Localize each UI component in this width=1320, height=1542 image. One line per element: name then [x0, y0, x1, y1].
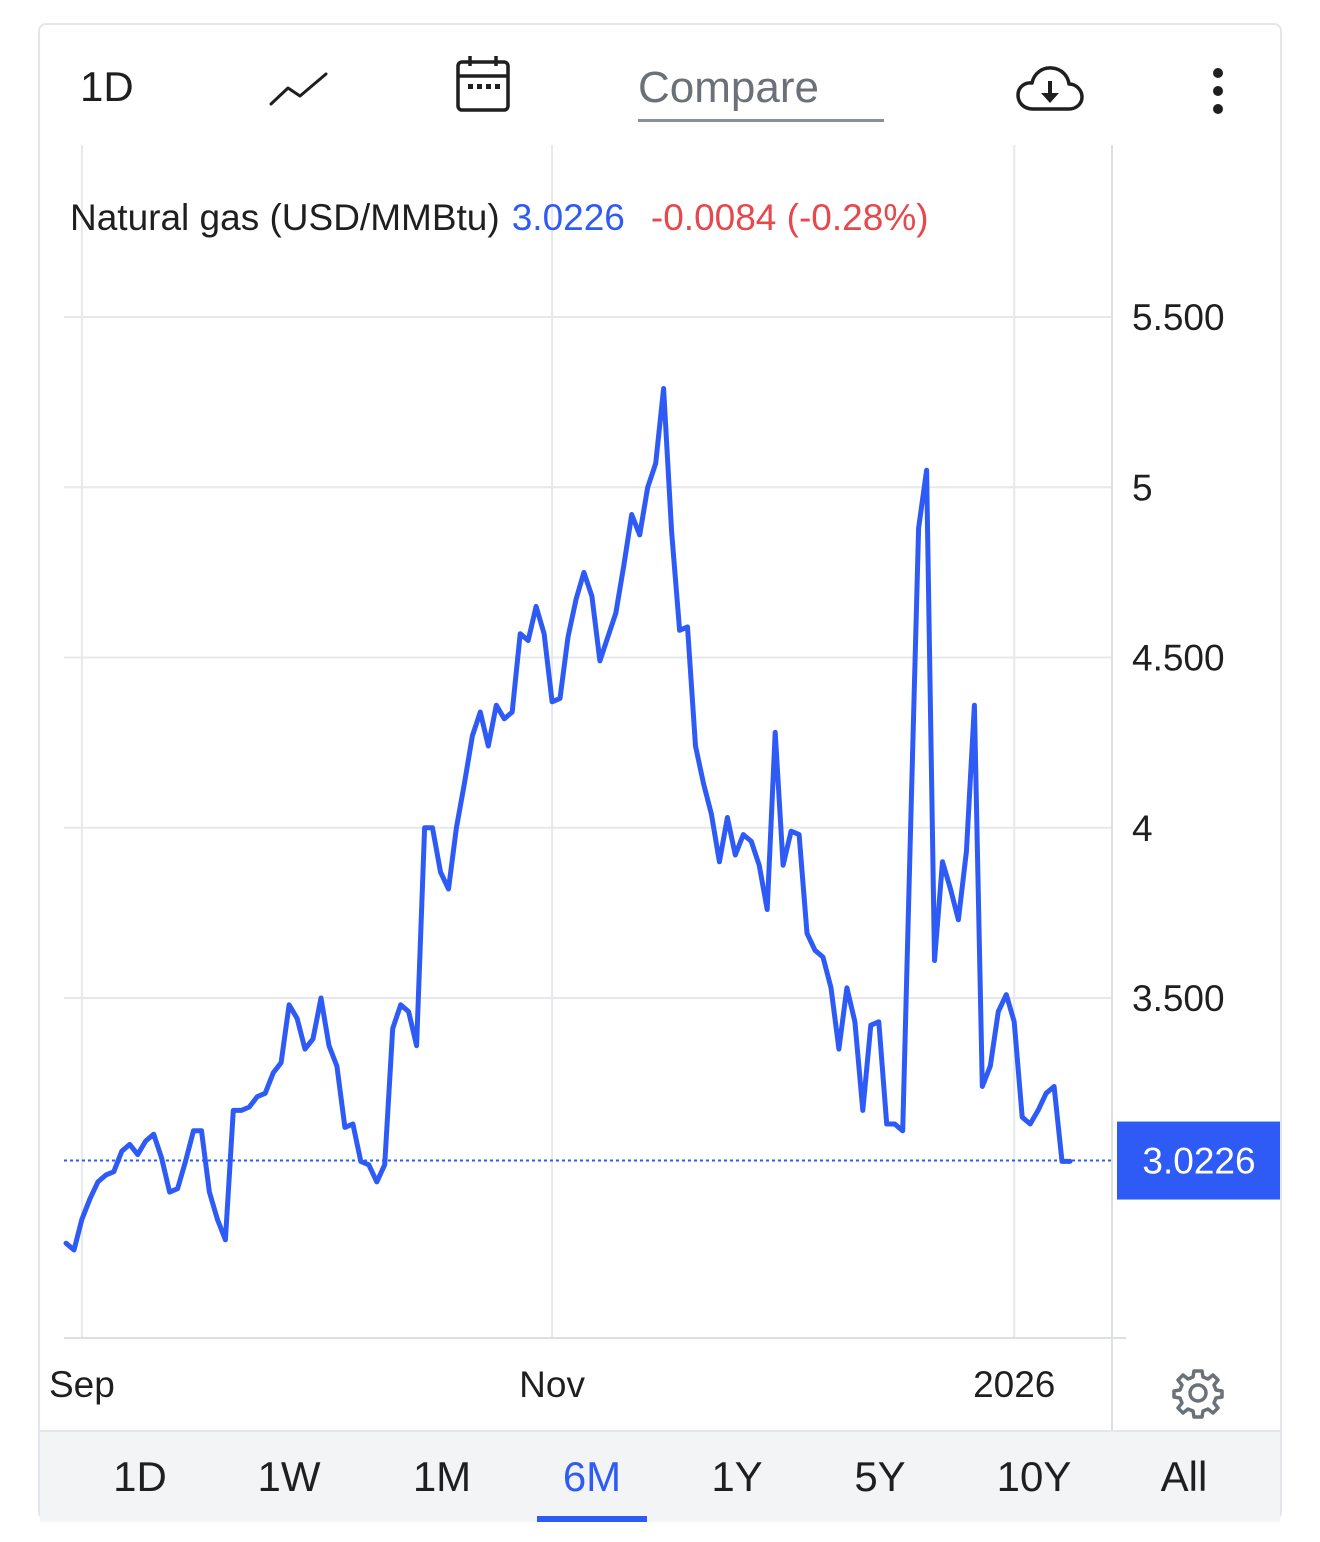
range-tabs: 1D 1W 1M 6M 1Y 5Y 10Y All: [40, 1430, 1280, 1522]
range-tab-10y[interactable]: 10Y: [996, 1453, 1072, 1500]
line-chart-icon[interactable]: [266, 63, 332, 113]
interval-selector[interactable]: 1D: [80, 63, 134, 110]
range-tab-5y[interactable]: 5Y: [854, 1453, 906, 1500]
range-tab-6m[interactable]: 6M: [537, 1432, 647, 1522]
range-tab-1y[interactable]: 1Y: [711, 1453, 763, 1500]
legend-price: 3.0226: [511, 197, 625, 238]
calendar-icon[interactable]: [452, 53, 514, 115]
chart-toolbar: 1D Compare: [40, 25, 1280, 150]
chart-card: 1D Compare: [38, 23, 1282, 1522]
y-tick-label: 4.500: [1132, 638, 1225, 679]
price-chart[interactable]: 5.500 5 4.500 4 3.500 Sep Nov 2026 3.0226: [40, 25, 1280, 1430]
y-tick-label: 4: [1132, 808, 1153, 849]
compare-input[interactable]: Compare: [638, 57, 884, 122]
gear-icon[interactable]: [1172, 1367, 1224, 1419]
range-tab-1w[interactable]: 1W: [257, 1453, 321, 1500]
cloud-download-icon[interactable]: [1014, 61, 1086, 117]
y-tick-label: 3.500: [1132, 978, 1225, 1019]
x-tick-label: Sep: [49, 1364, 115, 1405]
last-price-label: 3.0226: [1142, 1141, 1255, 1182]
more-vertical-icon[interactable]: [1200, 61, 1236, 121]
range-tab-1d[interactable]: 1D: [113, 1453, 167, 1500]
x-tick-label: 2026: [973, 1364, 1055, 1405]
legend-change: -0.0084 (-0.28%): [650, 197, 929, 238]
range-tab-1m[interactable]: 1M: [412, 1453, 472, 1500]
y-tick-label: 5: [1132, 467, 1153, 508]
last-price-badge: [1117, 1121, 1280, 1200]
chart-legend: Natural gas (USD/MMBtu) 3.0226 -0.0084 (-0…: [70, 197, 929, 239]
x-tick-label: Nov: [519, 1364, 585, 1405]
y-tick-label: 5.500: [1132, 297, 1225, 338]
range-tab-all[interactable]: All: [1160, 1453, 1208, 1500]
series-line-natural-gas[interactable]: [63, 386, 1073, 1253]
legend-series-name: Natural gas (USD/MMBtu): [70, 197, 500, 238]
